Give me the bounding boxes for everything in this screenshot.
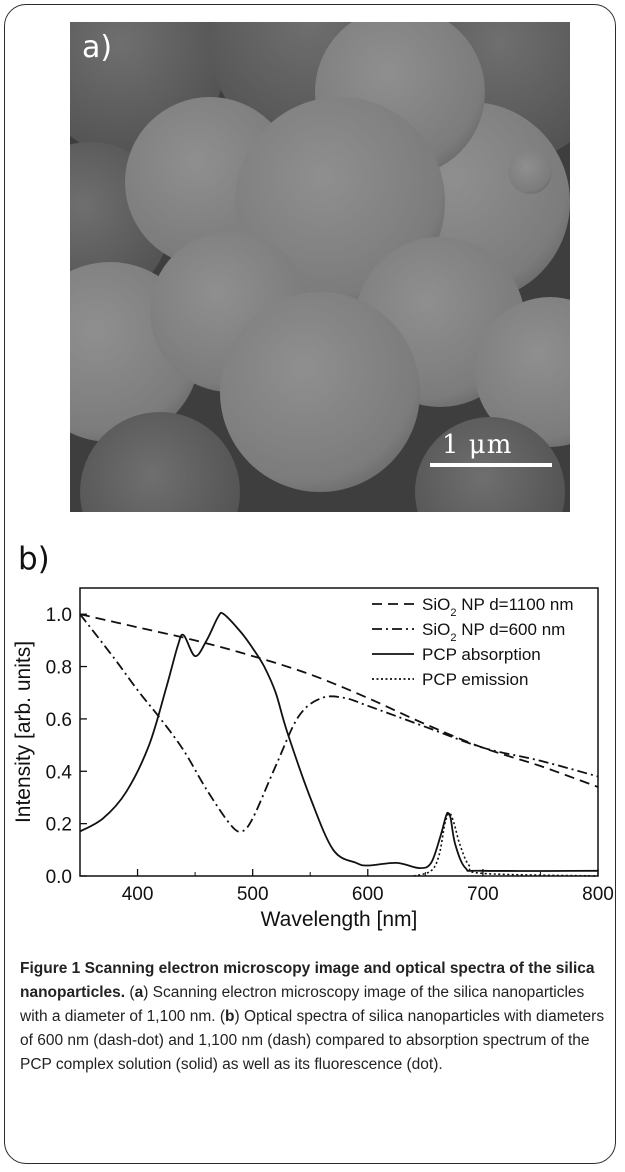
legend-label: SiO2 NP d=1100 nm [422, 595, 574, 619]
y-tick-label: 1.0 [46, 605, 72, 626]
series-line [79, 613, 599, 788]
panel-a-label: a) [82, 30, 113, 65]
x-tick-label: 700 [467, 884, 499, 905]
optical-spectra-chart: 400 500 600 700 800 0.0 0.2 0.4 0.6 0.8 1.0 SiO2 N… [12, 587, 614, 931]
series-line [413, 812, 599, 877]
x-tick-label: 800 [582, 884, 614, 905]
legend-label: PCP absorption [422, 645, 541, 664]
y-tick-label: 0.8 [46, 658, 72, 679]
y-axis-label: Intensity [arb. units] [12, 641, 35, 823]
series-line [79, 611, 599, 872]
figure-frame [4, 4, 616, 1164]
caption-figure-label: Figure 1 [20, 960, 81, 977]
caption-title: Scanning electron microscopy image and o… [20, 960, 595, 1001]
figure-caption: Figure 1 Scanning electron microscopy im… [20, 957, 605, 1077]
sem-image-panel: a) 1 μm [70, 22, 570, 512]
x-axis-label: Wavelength [nm] [261, 908, 418, 931]
legend-label: PCP emission [422, 670, 528, 689]
sem-image [70, 22, 570, 512]
caption-part-a-text: ) Scanning electron microscopy image of … [20, 984, 585, 1025]
scale-bar [430, 463, 552, 467]
x-tick-label: 600 [352, 884, 384, 905]
caption-part-a-open: ( [125, 984, 135, 1001]
y-tick-label: 0.2 [46, 815, 72, 836]
y-tick-label: 0.6 [46, 710, 72, 731]
caption-part-b-text: ) Optical spectra of silica nanoparticle… [20, 1008, 605, 1073]
legend-label: SiO2 NP d=600 nm [422, 620, 565, 644]
y-tick-label: 0.4 [46, 762, 73, 783]
caption-part-a-letter: a [134, 984, 144, 1001]
scale-bar-label: 1 μm [442, 430, 513, 460]
x-tick-label: 400 [122, 884, 154, 905]
caption-part-b-letter: b [225, 1008, 235, 1025]
plot-area-border [79, 587, 599, 877]
y-tick-label: 0.0 [46, 867, 72, 888]
panel-b-label: b) [18, 541, 50, 577]
x-tick-label: 500 [237, 884, 269, 905]
